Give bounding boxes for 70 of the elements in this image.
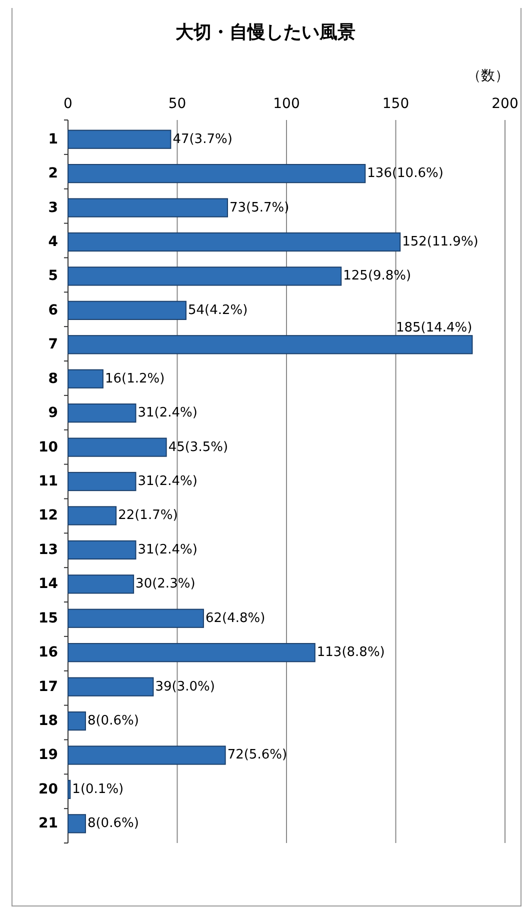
y-tick-label: 15 — [38, 610, 58, 626]
bar — [68, 335, 473, 354]
y-tick-label: 2 — [48, 166, 58, 182]
bar — [68, 746, 226, 765]
bar — [68, 130, 172, 149]
data-label: 31(2.4%) — [138, 406, 198, 421]
y-tick-label: 21 — [38, 816, 58, 832]
bar — [68, 780, 71, 800]
data-label: 125(9.8%) — [343, 268, 412, 284]
data-label: 8(0.6%) — [87, 816, 139, 832]
y-tick-label: 12 — [38, 508, 58, 524]
x-tick-label: 150 — [382, 96, 410, 112]
bar — [68, 608, 204, 628]
bar — [68, 300, 186, 320]
bar — [68, 677, 154, 696]
y-tick-label: 11 — [38, 474, 58, 490]
data-label: 136(10.6%) — [367, 166, 444, 182]
data-label: 47(3.7%) — [172, 132, 232, 147]
data-label: 62(4.8%) — [205, 610, 266, 626]
data-label: 152(11.9%) — [402, 234, 478, 250]
y-tick-label: 8 — [48, 370, 58, 387]
x-tick-label: 100 — [273, 96, 300, 112]
bar — [68, 198, 228, 218]
bar — [68, 232, 401, 252]
y-tick-label: 17 — [38, 678, 58, 695]
data-label: 31(2.4%) — [138, 474, 198, 489]
bar — [68, 711, 86, 731]
chart-title: 大切・自慢したい風景 — [174, 22, 356, 43]
bar — [68, 814, 86, 834]
bar — [68, 438, 167, 457]
y-tick-label: 4 — [48, 234, 58, 250]
data-label: 22(1.7%) — [118, 508, 178, 524]
x-tick-label: 200 — [492, 96, 518, 112]
data-label: 72(5.6%) — [227, 748, 288, 763]
bar — [68, 404, 136, 423]
data-label: 39(3.0%) — [155, 679, 215, 694]
bar — [68, 506, 117, 526]
bar — [68, 369, 104, 388]
data-label: 45(3.5%) — [168, 440, 228, 455]
data-label: 113(8.8%) — [316, 645, 385, 660]
y-tick-label: 3 — [48, 200, 58, 216]
data-label: 30(2.3%) — [136, 576, 196, 592]
y-tick-label: 18 — [38, 713, 58, 730]
bar — [68, 540, 136, 560]
y-tick-label: 10 — [38, 439, 58, 456]
bar — [68, 472, 136, 492]
y-tick-label: 14 — [38, 576, 58, 592]
x-axis-title: （数） — [467, 68, 509, 84]
data-label: 31(2.4%) — [138, 542, 198, 558]
y-tick-label: 19 — [38, 747, 58, 764]
data-label: 54(4.2%) — [188, 302, 248, 318]
x-tick-label: 50 — [168, 96, 186, 112]
y-tick-label: 6 — [48, 302, 58, 318]
data-label: 185(14.4%) — [396, 320, 472, 336]
data-label: 1(0.1%) — [72, 782, 124, 797]
bar — [68, 574, 134, 594]
data-label: 73(5.7%) — [230, 200, 290, 216]
bar — [68, 266, 342, 286]
y-tick-label: 7 — [48, 336, 58, 353]
y-tick-label: 20 — [38, 781, 58, 798]
data-label: 16(1.2%) — [104, 371, 165, 386]
y-tick-label: 5 — [48, 268, 58, 284]
data-label: 8(0.6%) — [87, 714, 139, 729]
y-tick-label: 13 — [38, 542, 58, 558]
bar — [68, 164, 366, 184]
y-tick-label: 1 — [48, 131, 58, 148]
x-tick-label: 0 — [64, 96, 72, 112]
bar — [68, 643, 316, 662]
y-tick-label: 16 — [38, 644, 58, 661]
y-tick-label: 9 — [48, 405, 58, 422]
